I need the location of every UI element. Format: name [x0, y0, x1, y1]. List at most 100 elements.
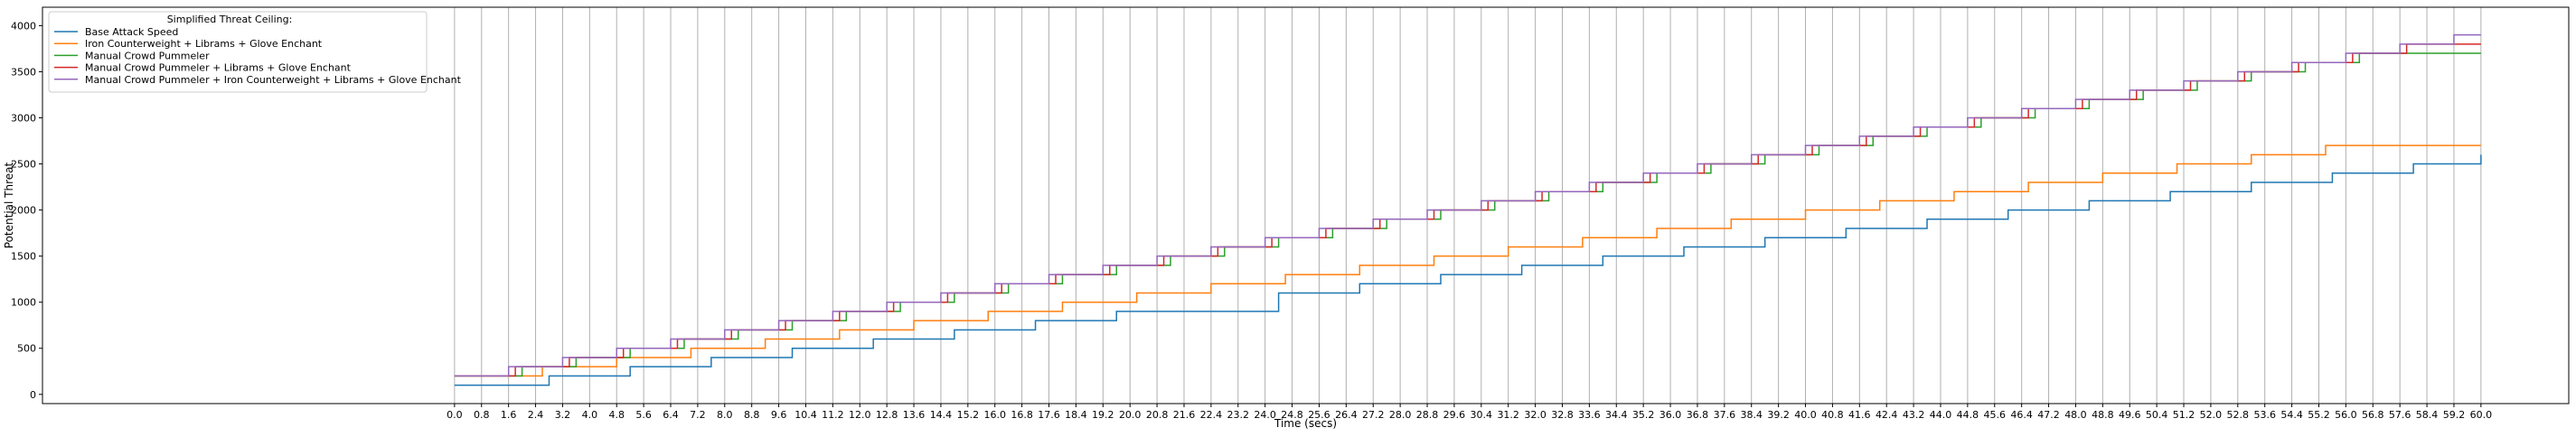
- x-axis-label: Time (secs): [1274, 417, 1337, 430]
- series-layer: [454, 33, 2482, 386]
- x-tick-label: 28.8: [1416, 409, 1439, 421]
- x-tick-label: 16.0: [983, 409, 1006, 421]
- x-tick-label: 30.4: [1471, 409, 1493, 421]
- legend-label-4: Manual Crowd Pummeler + Librams + Glove …: [85, 62, 352, 74]
- x-tick-label: 8.0: [717, 409, 733, 421]
- y-tick-label: 0: [30, 389, 36, 401]
- x-tick-label: 4.0: [582, 409, 598, 421]
- legend-label-3: Manual Crowd Pummeler: [85, 50, 210, 61]
- x-tick-label: 15.2: [957, 409, 980, 421]
- x-tick-label: 4.8: [608, 409, 625, 421]
- x-tick-label: 0.8: [474, 409, 490, 421]
- x-tick-label: 18.4: [1065, 409, 1087, 421]
- x-tick-label: 38.4: [1740, 409, 1763, 421]
- x-tick-label: 12.8: [876, 409, 898, 421]
- x-tick-label: 26.4: [1335, 409, 1358, 421]
- x-tick-label: 51.2: [2173, 409, 2195, 421]
- x-tick-label: 33.6: [1578, 409, 1601, 421]
- x-tick-label: 44.8: [1957, 409, 1979, 421]
- x-tick-label: 10.4: [794, 409, 817, 421]
- x-tick-label: 29.6: [1443, 409, 1466, 421]
- y-tick-label: 4000: [11, 20, 36, 32]
- x-tick-label: 48.8: [2092, 409, 2114, 421]
- x-tick-label: 40.8: [1821, 409, 1844, 421]
- y-tick-label: 3000: [11, 113, 36, 125]
- x-tick-label: 25.6: [1308, 409, 1330, 421]
- y-tick-label: 500: [17, 343, 36, 355]
- x-tick-label: 23.2: [1227, 409, 1250, 421]
- x-tick-label: 46.4: [2010, 409, 2033, 421]
- x-tick-label: 56.0: [2335, 409, 2357, 421]
- x-tick-label: 14.4: [930, 409, 953, 421]
- x-tick-label: 7.2: [690, 409, 706, 421]
- x-tick-label: 32.8: [1551, 409, 1574, 421]
- x-tick-label: 8.8: [744, 409, 760, 421]
- x-tick-label: 57.6: [2389, 409, 2411, 421]
- x-tick-label: 55.2: [2308, 409, 2330, 421]
- x-tick-label: 44.0: [1930, 409, 1952, 421]
- series-line-2: [454, 144, 2481, 377]
- series-line-5: [454, 33, 2481, 377]
- x-tick-label: 11.2: [822, 409, 844, 421]
- x-tick-label: 5.6: [635, 409, 652, 421]
- series-line-1: [454, 154, 2482, 386]
- x-tick-label: 35.2: [1632, 409, 1655, 421]
- y-tick-label: 3500: [11, 66, 36, 78]
- y-tick-label: 1000: [11, 297, 36, 309]
- legend-title: Simplified Threat Ceiling:: [167, 14, 293, 25]
- x-tick-label: 59.2: [2443, 409, 2466, 421]
- x-tick-label: 53.6: [2253, 409, 2276, 421]
- x-tick-label: 48.0: [2064, 409, 2087, 421]
- x-tick-label: 36.8: [1687, 409, 1709, 421]
- x-tick-label: 56.8: [2362, 409, 2384, 421]
- x-tick-label: 36.0: [1659, 409, 1682, 421]
- x-tick-label: 16.8: [1011, 409, 1033, 421]
- y-axis-label: Potential Threat: [3, 162, 15, 248]
- x-tick-label: 43.2: [1903, 409, 1925, 421]
- x-tick-label: 49.6: [2119, 409, 2141, 421]
- x-tick-label: 31.2: [1497, 409, 1519, 421]
- x-tick-label: 45.6: [1984, 409, 2007, 421]
- x-tick-label: 6.4: [663, 409, 679, 421]
- x-tick-label: 9.6: [771, 409, 787, 421]
- x-tick-label: 22.4: [1200, 409, 1223, 421]
- x-tick-label: 39.2: [1767, 409, 1790, 421]
- x-tick-label: 19.2: [1092, 409, 1114, 421]
- x-tick-label: 32.0: [1524, 409, 1547, 421]
- x-tick-label: 20.8: [1146, 409, 1169, 421]
- legend: Simplified Threat Ceiling: Base Attack S…: [48, 11, 462, 93]
- legend-label-5: Manual Crowd Pummeler + Iron Counterweig…: [85, 74, 462, 86]
- x-tick-label: 60.0: [2470, 409, 2493, 421]
- x-tick-label: 41.6: [1848, 409, 1871, 421]
- y-ticks-layer: 0 500 1000 1500 2000 2500 3000 3500 4000: [11, 20, 42, 401]
- x-tick-label: 17.6: [1038, 409, 1060, 421]
- x-tick-label: 50.4: [2146, 409, 2168, 421]
- x-tick-label: 1.6: [501, 409, 517, 421]
- y-tick-label: 2500: [11, 159, 36, 171]
- plot-frame: [42, 6, 2570, 404]
- x-tick-label: 28.0: [1389, 409, 1412, 421]
- x-tick-label: 24.0: [1254, 409, 1276, 421]
- x-tick-label: 58.4: [2416, 409, 2439, 421]
- x-tick-label: 2.4: [528, 409, 544, 421]
- x-tick-label: 3.2: [555, 409, 571, 421]
- grid-layer: [454, 7, 2482, 404]
- x-tick-label: 0.0: [447, 409, 463, 421]
- x-tick-label: 27.2: [1362, 409, 1385, 421]
- x-tick-label: 52.0: [2200, 409, 2223, 421]
- legend-label-1: Base Attack Speed: [85, 26, 178, 38]
- x-tick-label: 12.0: [849, 409, 871, 421]
- x-tick-label: 40.0: [1794, 409, 1817, 421]
- x-tick-label: 24.8: [1281, 409, 1303, 421]
- x-tick-label: 13.6: [903, 409, 926, 421]
- legend-box: [48, 11, 428, 93]
- x-tick-label: 20.0: [1119, 409, 1142, 421]
- x-tick-label: 52.8: [2227, 409, 2250, 421]
- x-tick-label: 42.4: [1876, 409, 1898, 421]
- x-ticks-layer: 0.0 0.8 1.6 2.4 3.2 4.0 4.8 5.6 6.4 7.2 8.0 8.8 9.6 1…: [447, 404, 2492, 421]
- x-tick-label: 37.6: [1714, 409, 1736, 421]
- y-tick-label: 2000: [11, 205, 36, 217]
